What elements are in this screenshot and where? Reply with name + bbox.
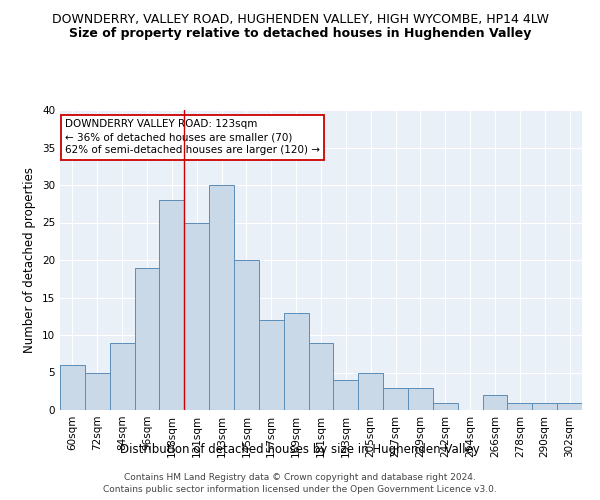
Bar	[408, 388, 433, 410]
Bar	[234, 260, 259, 410]
Text: DOWNDERRY, VALLEY ROAD, HUGHENDEN VALLEY, HIGH WYCOMBE, HP14 4LW: DOWNDERRY, VALLEY ROAD, HUGHENDEN VALLEY…	[52, 12, 548, 26]
Text: Contains public sector information licensed under the Open Government Licence v3: Contains public sector information licen…	[103, 485, 497, 494]
Bar	[383, 388, 408, 410]
Bar	[134, 268, 160, 410]
Bar	[259, 320, 284, 410]
Bar	[209, 185, 234, 410]
Bar	[85, 372, 110, 410]
Bar	[482, 395, 508, 410]
Text: DOWNDERRY VALLEY ROAD: 123sqm
← 36% of detached houses are smaller (70)
62% of s: DOWNDERRY VALLEY ROAD: 123sqm ← 36% of d…	[65, 119, 320, 156]
Text: Size of property relative to detached houses in Hughenden Valley: Size of property relative to detached ho…	[69, 28, 531, 40]
Bar	[557, 402, 582, 410]
Bar	[358, 372, 383, 410]
Bar	[160, 200, 184, 410]
Bar	[110, 342, 134, 410]
Y-axis label: Number of detached properties: Number of detached properties	[23, 167, 37, 353]
Bar	[532, 402, 557, 410]
Bar	[433, 402, 458, 410]
Bar	[60, 365, 85, 410]
Text: Distribution of detached houses by size in Hughenden Valley: Distribution of detached houses by size …	[120, 442, 480, 456]
Bar	[284, 312, 308, 410]
Bar	[334, 380, 358, 410]
Bar	[308, 342, 334, 410]
Text: Contains HM Land Registry data © Crown copyright and database right 2024.: Contains HM Land Registry data © Crown c…	[124, 472, 476, 482]
Bar	[184, 222, 209, 410]
Bar	[508, 402, 532, 410]
